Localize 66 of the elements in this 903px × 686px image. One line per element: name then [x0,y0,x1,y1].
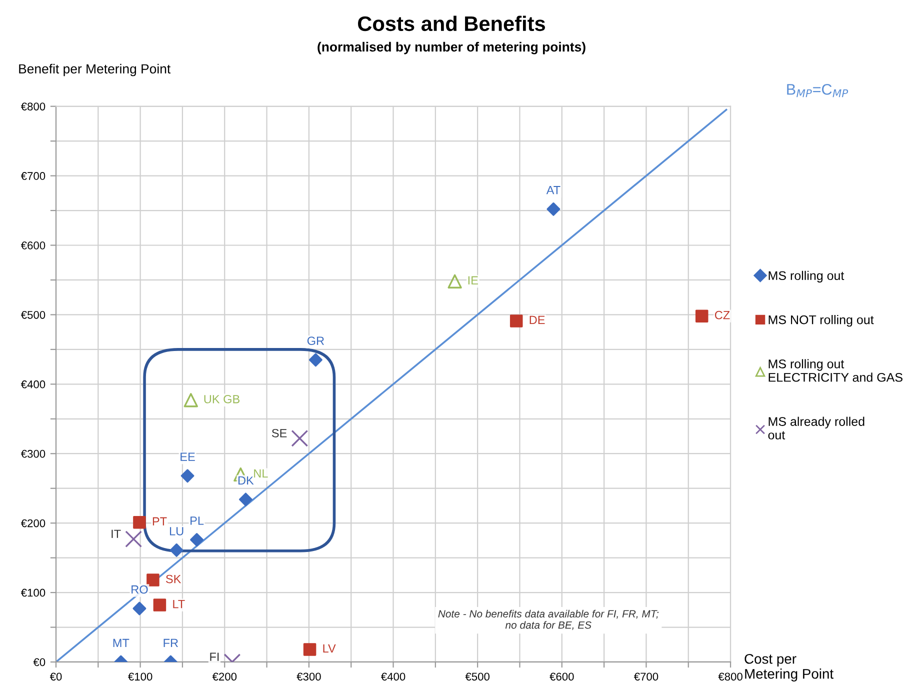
y-tick-label: €200 [20,519,46,528]
point [125,530,142,548]
annotation: DK [238,476,254,485]
point [546,202,560,216]
point [190,533,204,546]
y-axis-title: Benefit per Metering Point [19,64,171,76]
y-tick-label: €500 [20,310,46,319]
annotation: EE [180,452,195,461]
x-tick-label: €200 [212,672,237,681]
point [132,602,146,616]
chart-subtitle: (normalised by number of metering points) [318,42,586,54]
point [184,393,198,408]
y-tick-label: €0 [33,658,46,666]
annotation: IT [112,530,121,538]
x-axis-title: Cost per Metering Point [744,654,834,682]
x-tick-label: €500 [465,672,490,681]
y-tick-label: €300 [20,450,46,458]
x-tick-label: €400 [380,672,406,681]
x-tick-label: €800 [718,672,742,681]
legend-label: MS rolling out ELECTRICITY and GAS [768,359,902,382]
point [510,314,523,328]
annotation: RO [132,585,148,594]
chart-title: Costs and Benefits [358,16,545,32]
x-tick-label: €700 [634,672,658,681]
annotation: IE [468,276,478,284]
annotation: CZ [714,310,730,320]
y-tick-label: €700 [20,172,46,180]
annotation: LV [323,644,336,653]
annotation: FR [164,638,178,648]
point [133,516,146,529]
text: B$_{MP}$=C$_{MP}$ [787,84,848,98]
y-tick-label: €100 [20,588,46,597]
y-tick-label: €600 [20,242,46,250]
annotation: SE [272,428,287,438]
annotation: PT [152,517,167,526]
annotation: UK GB [204,394,240,404]
point [153,598,166,612]
point [146,574,160,586]
x-tick-label: €0 [50,672,62,681]
point [448,274,462,288]
annotation: LT [173,600,185,608]
point [695,310,708,322]
annotation: PL [190,516,204,525]
annotation: AT [546,186,560,194]
point [238,492,252,506]
annotation: LU [170,527,184,536]
point [180,469,194,483]
annotation: Note - No benefits data available for FI, FR, MT; no data for BE, ES [438,610,659,630]
annotation: MT [113,638,130,648]
y-tick-label: €800 [20,102,46,110]
x-tick-label: €100 [128,672,152,681]
legend-label: MS NOT rolling out [768,315,874,327]
point [308,353,322,367]
y-tick-label: €400 [20,380,46,388]
x-tick-label: €600 [550,672,574,681]
point [170,543,184,557]
point [303,643,316,656]
annotation: NL [254,469,268,478]
point [291,430,308,447]
annotation: FI [210,652,219,661]
annotation: DE [530,316,545,324]
legend-label: MS rolling out [768,270,844,283]
annotation: SK [166,574,182,584]
legend-label: MS already rolled out [768,416,864,440]
x-tick-label: €300 [296,672,321,681]
annotation: GR [307,336,324,346]
